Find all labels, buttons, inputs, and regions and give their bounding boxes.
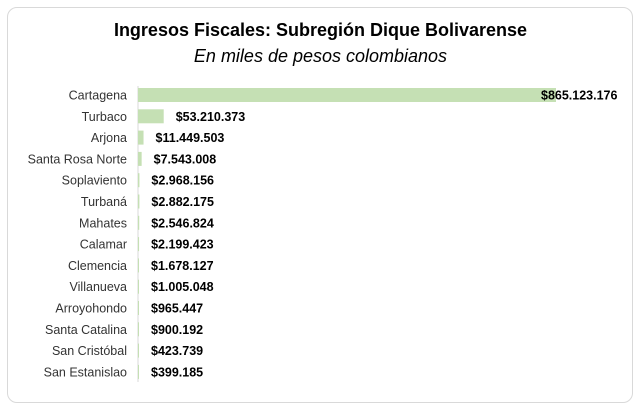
value-label: $423.739	[151, 344, 203, 358]
category-label: Arjona	[91, 131, 127, 145]
bar-9	[138, 279, 139, 294]
category-label: Villanueva	[70, 280, 128, 294]
category-label: Santa Catalina	[45, 323, 127, 337]
category-label: Soplaviento	[62, 174, 127, 188]
value-label: $1.678.127	[151, 259, 214, 273]
bar-5	[138, 194, 140, 209]
value-label: $2.199.423	[151, 238, 214, 252]
value-label: $2.968.156	[151, 174, 214, 188]
category-label: San Estanislao	[44, 365, 127, 379]
value-label: $7.543.008	[154, 152, 217, 166]
category-label: Cartagena	[69, 89, 127, 103]
bar-8	[138, 258, 139, 273]
category-label: Arroyohondo	[55, 302, 127, 316]
value-label: $53.210.373	[176, 110, 246, 124]
bar-13	[138, 364, 139, 379]
bar-12	[138, 343, 139, 358]
category-label: Turbaná	[81, 195, 127, 209]
value-label: $900.192	[151, 323, 203, 337]
category-label: Calamar	[80, 238, 127, 252]
bar-4	[138, 173, 140, 188]
bar-11	[138, 322, 139, 337]
chart-subtitle: En miles de pesos colombianos	[193, 46, 448, 66]
bar-2	[138, 130, 144, 145]
value-label: $2.546.824	[151, 216, 214, 230]
value-label: $865.123.176	[541, 89, 618, 103]
value-label: $1.005.048	[151, 280, 214, 294]
category-label: Turbaco	[82, 110, 127, 124]
category-label: San Cristóbal	[52, 344, 127, 358]
bar-1	[138, 109, 164, 124]
bar-0	[138, 88, 556, 102]
category-label: Santa Rosa Norte	[28, 152, 127, 166]
chart-card	[7, 7, 633, 403]
bar-3	[138, 151, 142, 166]
value-label: $11.449.503	[156, 131, 225, 145]
category-label: Clemencia	[68, 259, 127, 273]
bar-7	[138, 237, 140, 252]
category-label: Mahates	[79, 216, 127, 230]
value-label: $399.185	[151, 365, 203, 379]
bar-6	[138, 215, 140, 230]
chart-title: Ingresos Fiscales: Subregión Dique Boliv…	[113, 20, 528, 40]
bar-10	[138, 301, 139, 315]
value-label: $965.447	[151, 302, 203, 316]
value-label: $2.882.175	[151, 195, 214, 209]
